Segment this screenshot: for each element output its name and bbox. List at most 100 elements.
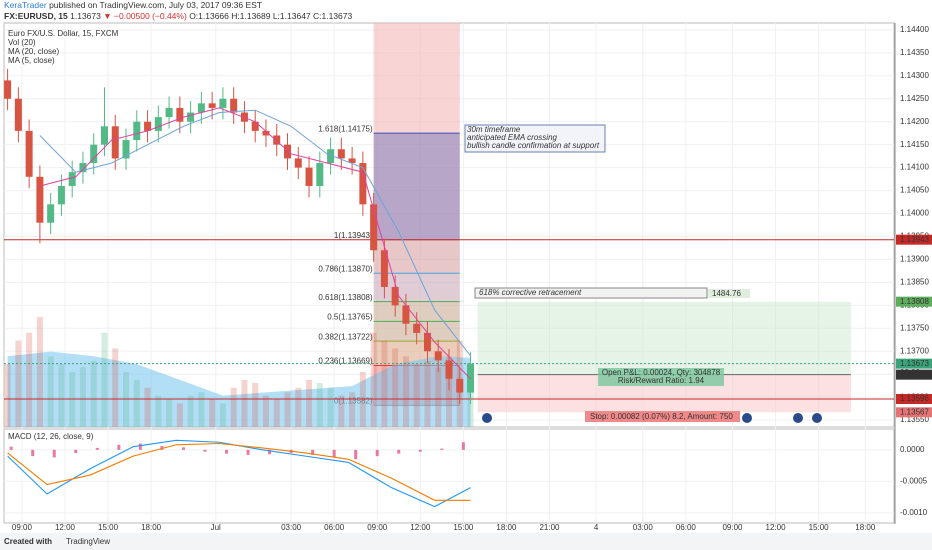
histogram-bar: [440, 448, 444, 450]
fib-label: 0.236(1.13669): [318, 357, 373, 366]
y-tick-label: 1.14050: [900, 186, 929, 195]
volume-bar: [144, 387, 151, 427]
note-text: bullish candle confirmation at support: [467, 141, 600, 150]
x-tick-label: Jul: [211, 523, 221, 532]
stop-text: Stop: 0.00082 (0.07%) 8.2, Amount: 750: [590, 412, 733, 421]
note-frame: [464, 124, 606, 153]
note-box: 30m timeframe anticipated EMA crossing b…: [464, 124, 606, 153]
price-label-bg: [896, 369, 932, 380]
volume-bar: [58, 364, 65, 427]
retracement-text: 618% corrective retracement: [479, 288, 582, 297]
icons: [482, 413, 822, 423]
legend-entry: MA (5, close): [8, 56, 55, 65]
volume-bar: [381, 340, 388, 427]
histogram-bar: [397, 449, 401, 454]
x-tick-label: 18:00: [855, 523, 876, 532]
fib-band: [373, 273, 460, 302]
candle-body: [197, 103, 205, 113]
fib-label: 0.786(1.13870): [318, 264, 373, 273]
candle-body: [348, 158, 356, 164]
icon[interactable]: [482, 413, 492, 423]
volume-bar: [435, 367, 442, 427]
candle-body: [144, 121, 152, 131]
volume-bar: [252, 383, 259, 427]
legend-entry: Vol (20): [8, 38, 36, 47]
histogram-bar: [9, 446, 13, 450]
fib-label: 1.618(1.14175): [318, 124, 373, 133]
volume-bar: [101, 332, 108, 427]
candle-body: [380, 250, 388, 287]
icon[interactable]: [793, 413, 803, 423]
icon[interactable]: [742, 413, 752, 423]
price-label: 1.13649: [900, 370, 929, 379]
x-tick-label: 12:00: [766, 523, 787, 532]
candle-body: [187, 112, 195, 122]
candle-body: [68, 172, 76, 186]
volume-bar: [241, 379, 248, 427]
volume-bar: [198, 392, 205, 427]
candle-body: [456, 378, 464, 393]
y-tick-label: 1.14100: [900, 163, 929, 172]
price-label: 1.13673: [900, 359, 929, 368]
volume-bar: [413, 364, 420, 427]
y-tick-label: 1.13550: [900, 415, 929, 424]
histogram-bar: [268, 449, 272, 455]
histogram-bar: [311, 449, 315, 455]
y-tick-label: 1.14200: [900, 117, 929, 126]
chart-layer: 1.14400 1.14350 1.14300 1.14250 1.14200 1.141…: [4, 23, 932, 532]
volume-bar: [306, 379, 313, 427]
x-tick-label: 12:00: [55, 523, 76, 532]
volume-bar: [209, 398, 216, 427]
y-tick-label: 1.14000: [900, 209, 929, 218]
candle-body: [273, 135, 281, 145]
candle-body: [391, 286, 399, 306]
volume-ma: [7, 351, 471, 427]
histogram-bar: [74, 449, 78, 453]
candle-body: [262, 130, 270, 136]
x-tick-label: 03:00: [633, 523, 654, 532]
price-label-bg: [896, 407, 932, 418]
candle-body: [423, 332, 431, 352]
published: published on TradingView.com, July 03, 2…: [49, 0, 262, 10]
pnl-box: [598, 368, 724, 386]
pnl-text: Open P&L: 0.00024, Qty: 304878: [602, 368, 721, 377]
x-tick-label: 06:00: [676, 523, 697, 532]
x-tick-label: 15:00: [453, 523, 474, 532]
macd-pane: [3, 428, 895, 524]
volume-bar: [446, 356, 452, 427]
candle-body: [25, 130, 33, 177]
volume-bar: [47, 356, 54, 427]
stop-box: [585, 411, 740, 422]
x-tick-label: 09:00: [722, 523, 743, 532]
pane-title: MACD (12, 26, close, 9): [8, 432, 94, 441]
x-tick-label: 06:00: [324, 523, 345, 532]
price-label-bg: [896, 234, 932, 245]
volume-bar: [155, 395, 162, 427]
volume-bar: [4, 364, 11, 427]
histogram-bar: [138, 443, 142, 450]
candle-body: [294, 158, 302, 168]
x-tick-label: 15:00: [809, 523, 830, 532]
x-tick-label: 15:00: [98, 523, 119, 532]
volume-bar: [262, 395, 269, 427]
volume-bar: [327, 387, 334, 427]
histogram-bar: [52, 449, 56, 458]
footer-brand: TradingView: [66, 537, 110, 546]
x-tick-label: 03:00: [281, 523, 302, 532]
y-tick-label: 1.13900: [900, 255, 929, 264]
author: KeraTrader: [4, 0, 47, 10]
ratio-text: Risk/Reward Ratio: 1.94: [618, 376, 705, 385]
volume-bar: [316, 383, 323, 427]
y-tick-label: 1.13750: [900, 323, 929, 332]
volume-bar: [90, 361, 97, 427]
histogram-bar: [418, 449, 422, 452]
x-tick-label: 18:00: [496, 523, 517, 532]
candle-body: [47, 204, 55, 223]
countdown: 08:09: [900, 368, 921, 377]
legend-entry: MA (20, close): [8, 47, 59, 56]
icon[interactable]: [812, 413, 822, 423]
volume-bar: [230, 387, 237, 427]
candle-body: [79, 163, 87, 173]
